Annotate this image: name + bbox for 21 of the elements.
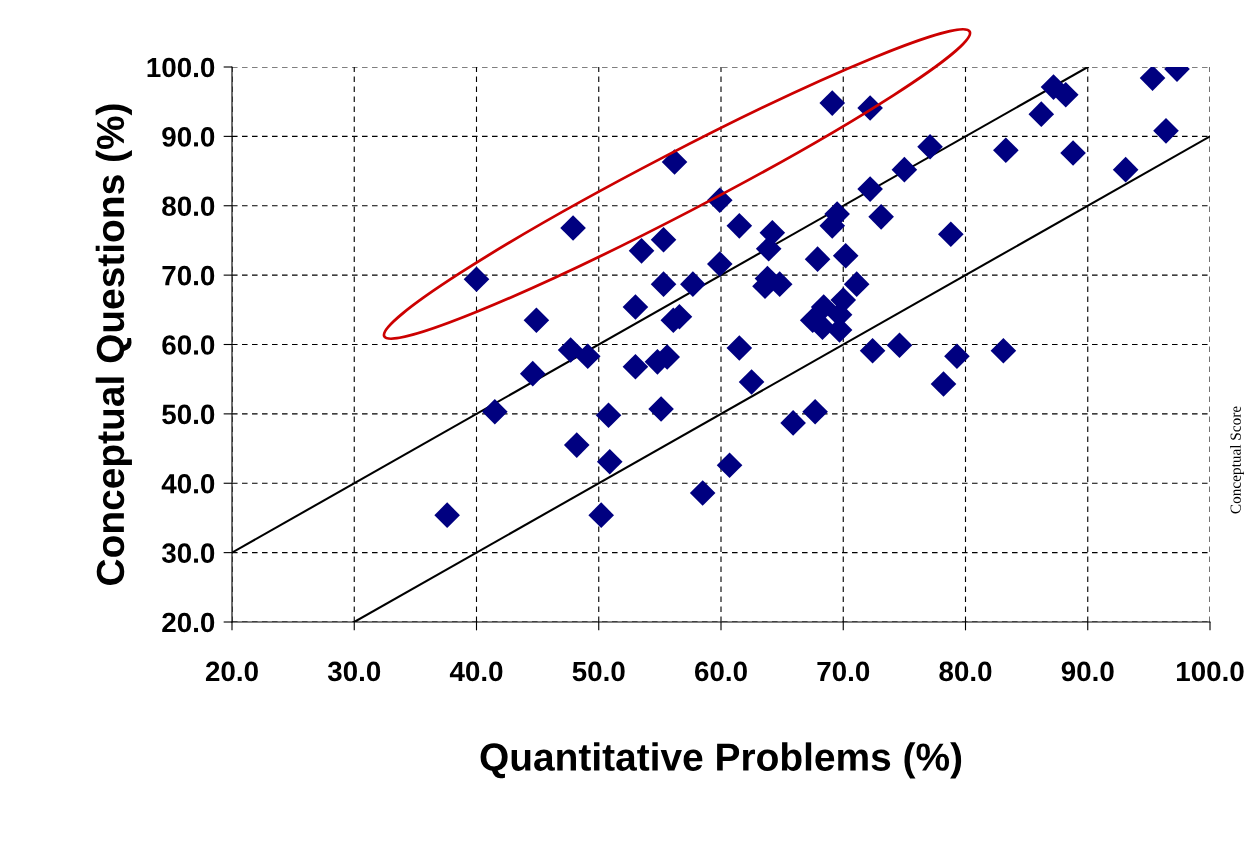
x-tick-label: 100.0 [1177,661,1244,682]
y-tick-label: 60.0 [162,335,215,355]
y-tick-label: 70.0 [162,265,215,286]
x-axis-title: Quantitative Problems (%) [480,742,962,779]
x-tick-label: 40.0 [449,661,503,682]
y-tick-label: 20.0 [162,612,215,633]
text: Conceptual Score [1230,406,1244,514]
y-tick-label: 90.0 [162,127,215,147]
x-tick-label: 80.0 [939,661,992,682]
y-tick-label: 100.0 [147,57,215,78]
x-tick-label: 90.0 [1061,661,1114,682]
x-tick-label: 50.0 [572,661,625,682]
y-tick-label: 50.0 [162,404,215,425]
y-axis-title: Conceptual Questions (%) [95,104,132,585]
x-tick-label: 30.0 [327,661,381,682]
x-tick-label: 20.0 [205,661,258,682]
y-tick-label: 80.0 [162,196,215,217]
x-tick-label: 60.0 [694,661,747,682]
y-tick-label: 40.0 [161,473,215,494]
x-tick-label: 70.0 [817,661,870,682]
y-tick-label: 30.0 [161,543,215,563]
